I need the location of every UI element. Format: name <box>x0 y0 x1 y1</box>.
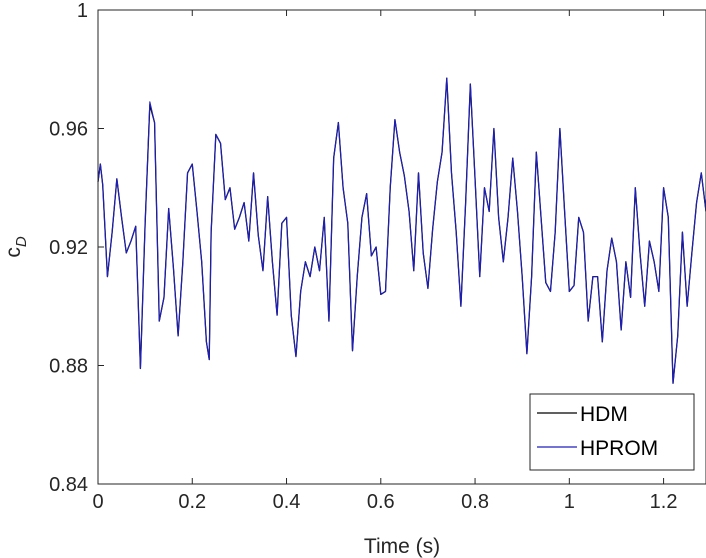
y-tick-label: 0.96 <box>49 119 88 141</box>
y-axis-label-main: c <box>2 247 25 258</box>
series-line-hprom <box>97 77 706 384</box>
y-axis-label-subscript: D <box>13 236 30 247</box>
legend-box <box>529 393 695 471</box>
x-axis-label: Time (s) <box>364 535 440 558</box>
y-tick-label: 0.84 <box>49 474 88 496</box>
y-axis-label: cD <box>2 236 30 258</box>
x-tick-label: 0 <box>92 491 103 513</box>
legend: HDM HPROM <box>529 393 695 471</box>
x-tick-label: 0.2 <box>178 491 206 513</box>
legend-label-hprom: HPROM <box>580 437 658 460</box>
x-tick-label: 0.6 <box>367 491 395 513</box>
series-layer <box>97 77 706 384</box>
y-tick-label: 1 <box>77 0 88 22</box>
y-tick-label: 0.92 <box>49 237 88 259</box>
x-tick-label: 1.2 <box>650 491 678 513</box>
x-tick-label: 0.4 <box>273 491 301 513</box>
x-tick-label: 0.8 <box>461 491 489 513</box>
ticks-layer: 0 0.2 0.4 0.6 0.8 1 1.2 0.84 0.88 0.92 0.96 1 <box>49 0 677 513</box>
y-tick-label: 0.88 <box>49 356 88 378</box>
x-tick-label: 1 <box>564 491 575 513</box>
legend-label-hdm: HDM <box>580 403 628 426</box>
